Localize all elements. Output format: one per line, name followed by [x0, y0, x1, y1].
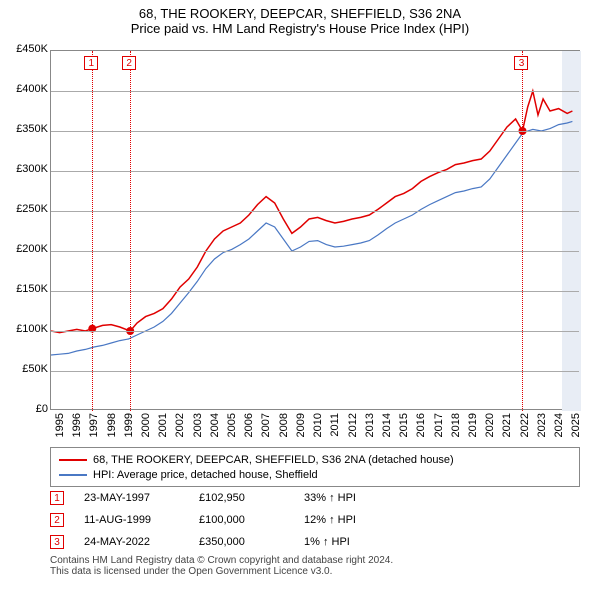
event-price: £102,950 [199, 492, 284, 504]
x-tick-label: 2000 [140, 413, 152, 443]
x-tick-label: 2019 [467, 413, 479, 443]
event-number-box: 3 [50, 535, 64, 549]
y-tick-label: £300K [4, 163, 48, 175]
x-tick-label: 2011 [329, 413, 341, 443]
legend-item: 68, THE ROOKERY, DEEPCAR, SHEFFIELD, S36… [59, 452, 571, 467]
event-number-box: 1 [50, 491, 64, 505]
footer: Contains HM Land Registry data © Crown c… [50, 555, 580, 577]
event-vline [92, 51, 93, 411]
x-tick-label: 2024 [553, 413, 565, 443]
event-hpi: 33% ↑ HPI [304, 492, 394, 504]
chart-container: 68, THE ROOKERY, DEEPCAR, SHEFFIELD, S36… [0, 0, 600, 590]
x-tick-label: 2021 [501, 413, 513, 443]
event-hpi: 1% ↑ HPI [304, 536, 394, 548]
event-price: £350,000 [199, 536, 284, 548]
x-tick-label: 2017 [433, 413, 445, 443]
x-tick-label: 1996 [71, 413, 83, 443]
y-tick-label: £250K [4, 203, 48, 215]
y-tick-label: £150K [4, 283, 48, 295]
event-row: 1 23-MAY-1997 £102,950 33% ↑ HPI [50, 487, 580, 509]
legend-item: HPI: Average price, detached house, Shef… [59, 467, 571, 482]
x-tick-label: 2008 [278, 413, 290, 443]
title-block: 68, THE ROOKERY, DEEPCAR, SHEFFIELD, S36… [0, 0, 600, 38]
y-tick-label: £400K [4, 83, 48, 95]
event-marker-2: 2 [122, 56, 136, 70]
x-tick-label: 2016 [415, 413, 427, 443]
plot-area [50, 50, 580, 410]
x-tick-label: 2004 [209, 413, 221, 443]
x-tick-label: 2001 [157, 413, 169, 443]
x-tick-label: 1998 [106, 413, 118, 443]
event-number-box: 2 [50, 513, 64, 527]
event-price: £100,000 [199, 514, 284, 526]
x-tick-label: 2007 [260, 413, 272, 443]
y-tick-label: £350K [4, 123, 48, 135]
event-vline [130, 51, 131, 411]
x-tick-label: 2006 [243, 413, 255, 443]
x-tick-label: 2009 [295, 413, 307, 443]
x-tick-label: 2013 [364, 413, 376, 443]
legend-label: 68, THE ROOKERY, DEEPCAR, SHEFFIELD, S36… [93, 454, 454, 466]
x-tick-label: 2005 [226, 413, 238, 443]
event-row: 2 11-AUG-1999 £100,000 12% ↑ HPI [50, 509, 580, 531]
legend-swatch [59, 459, 87, 461]
y-tick-label: £450K [4, 43, 48, 55]
x-tick-label: 2010 [312, 413, 324, 443]
event-hpi: 12% ↑ HPI [304, 514, 394, 526]
x-tick-label: 2022 [519, 413, 531, 443]
x-tick-label: 2012 [347, 413, 359, 443]
x-tick-label: 1997 [88, 413, 100, 443]
legend-swatch [59, 474, 87, 476]
x-tick-label: 2014 [381, 413, 393, 443]
x-tick-label: 2023 [536, 413, 548, 443]
x-tick-label: 1995 [54, 413, 66, 443]
y-tick-label: £200K [4, 243, 48, 255]
event-row: 3 24-MAY-2022 £350,000 1% ↑ HPI [50, 531, 580, 553]
x-tick-label: 2018 [450, 413, 462, 443]
legend: 68, THE ROOKERY, DEEPCAR, SHEFFIELD, S36… [50, 447, 580, 487]
legend-label: HPI: Average price, detached house, Shef… [93, 469, 318, 481]
footer-line2: This data is licensed under the Open Gov… [50, 566, 580, 577]
event-date: 23-MAY-1997 [84, 492, 179, 504]
event-date: 11-AUG-1999 [84, 514, 179, 526]
x-tick-label: 2002 [174, 413, 186, 443]
x-tick-label: 2003 [192, 413, 204, 443]
chart-subtitle: Price paid vs. HM Land Registry's House … [0, 21, 600, 36]
x-tick-label: 2015 [398, 413, 410, 443]
event-marker-3: 3 [514, 56, 528, 70]
x-tick-label: 1999 [123, 413, 135, 443]
event-marker-1: 1 [84, 56, 98, 70]
events-table: 1 23-MAY-1997 £102,950 33% ↑ HPI 2 11-AUG-199… [50, 487, 580, 553]
y-tick-label: £50K [4, 363, 48, 375]
x-tick-label: 2025 [570, 413, 582, 443]
event-date: 24-MAY-2022 [84, 536, 179, 548]
x-tick-label: 2020 [484, 413, 496, 443]
y-tick-label: £0 [4, 403, 48, 415]
footer-line1: Contains HM Land Registry data © Crown c… [50, 555, 580, 566]
chart-title: 68, THE ROOKERY, DEEPCAR, SHEFFIELD, S36… [0, 6, 600, 21]
event-vline [522, 51, 523, 411]
y-tick-label: £100K [4, 323, 48, 335]
